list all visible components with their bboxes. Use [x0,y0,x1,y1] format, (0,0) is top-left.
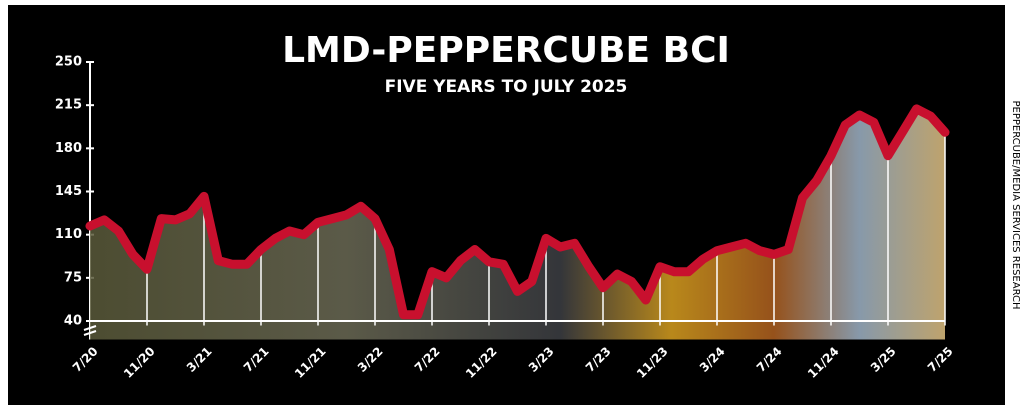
chart-title: LMD-PEPPERCUBE BCI [282,30,730,71]
y-tick-label: 180 [55,141,82,156]
axis-break [83,325,97,331]
y-tick-label: 215 [55,98,82,113]
y-tick-label: 145 [55,184,82,199]
source: PEPPERCUBE/MEDIA SERVICES RESEARCH [1010,100,1021,309]
y-tick-label: 250 [55,55,82,70]
y-tick-label: 75 [64,270,82,285]
chart-subtitle: FIVE YEARS TO JULY 2025 [385,77,628,97]
axis-break [83,330,97,336]
y-tick-label: 110 [55,227,82,242]
y-tick-label: 40 [64,314,82,329]
area [90,108,945,340]
line [85,104,950,320]
